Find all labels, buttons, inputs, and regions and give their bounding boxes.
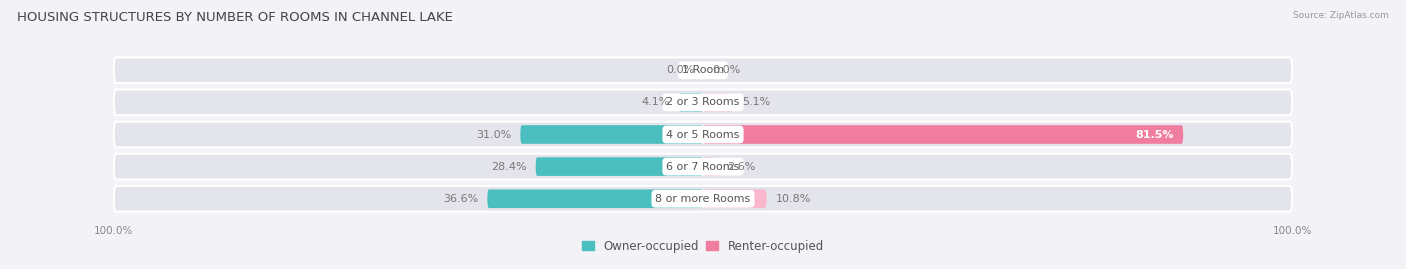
FancyBboxPatch shape (114, 90, 1292, 115)
FancyBboxPatch shape (114, 154, 1292, 179)
Text: 28.4%: 28.4% (491, 162, 527, 172)
FancyBboxPatch shape (536, 157, 703, 176)
Text: 31.0%: 31.0% (477, 129, 512, 140)
FancyBboxPatch shape (114, 57, 1292, 83)
FancyBboxPatch shape (114, 186, 1292, 212)
Text: 2 or 3 Rooms: 2 or 3 Rooms (666, 97, 740, 107)
Text: 0.0%: 0.0% (666, 65, 695, 75)
Text: 0.0%: 0.0% (711, 65, 740, 75)
FancyBboxPatch shape (703, 157, 718, 176)
Text: 4 or 5 Rooms: 4 or 5 Rooms (666, 129, 740, 140)
FancyBboxPatch shape (703, 125, 1184, 144)
Text: HOUSING STRUCTURES BY NUMBER OF ROOMS IN CHANNEL LAKE: HOUSING STRUCTURES BY NUMBER OF ROOMS IN… (17, 11, 453, 24)
Text: 10.8%: 10.8% (776, 194, 811, 204)
FancyBboxPatch shape (114, 122, 1292, 147)
Text: Source: ZipAtlas.com: Source: ZipAtlas.com (1294, 11, 1389, 20)
FancyBboxPatch shape (679, 93, 703, 112)
Text: 4.1%: 4.1% (641, 97, 671, 107)
Legend: Owner-occupied, Renter-occupied: Owner-occupied, Renter-occupied (582, 240, 824, 253)
FancyBboxPatch shape (520, 125, 703, 144)
Text: 5.1%: 5.1% (742, 97, 770, 107)
Text: 36.6%: 36.6% (443, 194, 478, 204)
FancyBboxPatch shape (703, 189, 766, 208)
FancyBboxPatch shape (488, 189, 703, 208)
Text: 6 or 7 Rooms: 6 or 7 Rooms (666, 162, 740, 172)
Text: 81.5%: 81.5% (1136, 129, 1174, 140)
Text: 2.6%: 2.6% (727, 162, 755, 172)
Text: 8 or more Rooms: 8 or more Rooms (655, 194, 751, 204)
FancyBboxPatch shape (703, 93, 733, 112)
Text: 1 Room: 1 Room (682, 65, 724, 75)
